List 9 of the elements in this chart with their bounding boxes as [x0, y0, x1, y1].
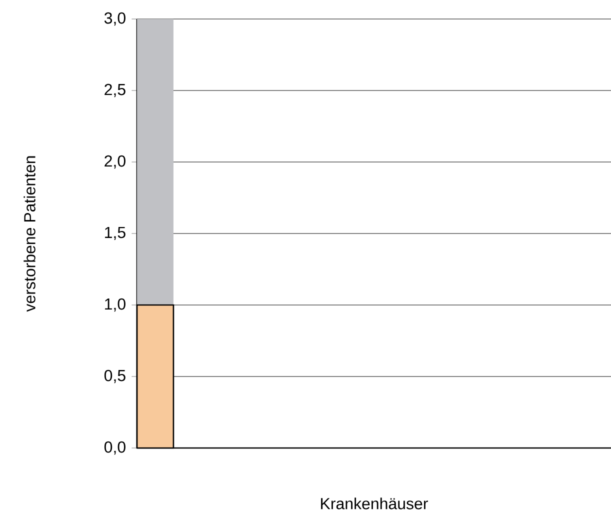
y-tick-label: 0,0: [104, 441, 126, 455]
x-axis-title: Krankenhäuser: [321, 498, 428, 510]
y-tick-label: 1,0: [105, 298, 126, 312]
y-tick-label: 1,5: [105, 226, 126, 240]
y-tick-label: 2,0: [104, 155, 126, 169]
y-tick-label: 3,0: [104, 12, 126, 26]
y-axis-title: verstorbene Patienten: [24, 156, 36, 312]
y-tick-label: 0,5: [104, 370, 126, 384]
y-tick-label: 2,5: [104, 84, 126, 98]
